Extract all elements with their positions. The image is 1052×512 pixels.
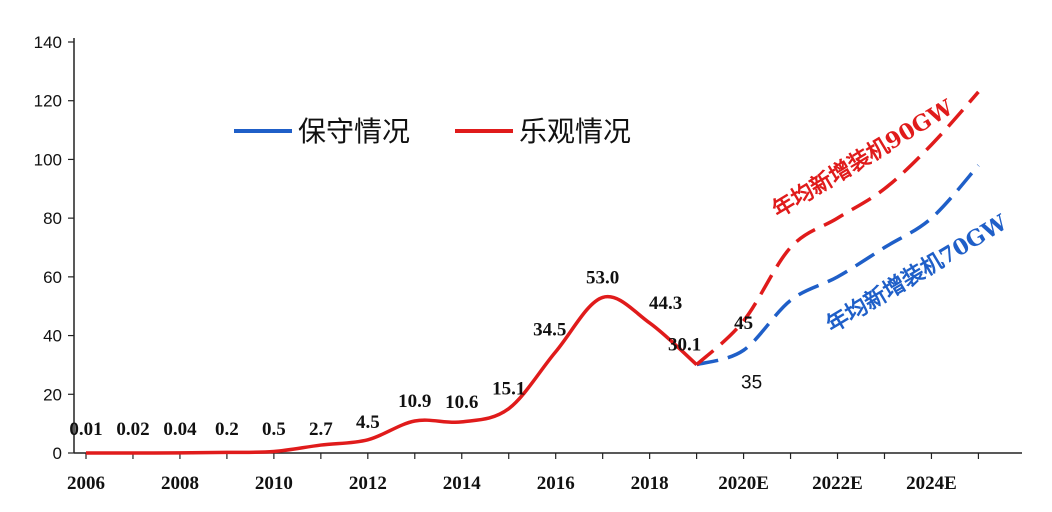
x-tick-label: 2016 bbox=[537, 473, 575, 494]
data-label: 53.0 bbox=[586, 267, 619, 288]
data-label: 0.04 bbox=[163, 419, 197, 440]
x-tick-label: 2010 bbox=[255, 473, 293, 494]
y-tick-label: 140 bbox=[34, 33, 62, 52]
data-label: 44.3 bbox=[649, 293, 682, 314]
data-label: 4.5 bbox=[356, 412, 380, 433]
data-label: 10.9 bbox=[398, 391, 431, 412]
x-tick-label: 2018 bbox=[631, 473, 669, 494]
y-tick-label: 60 bbox=[43, 268, 62, 287]
y-tick-label: 20 bbox=[43, 385, 62, 404]
y-tick-label: 100 bbox=[34, 150, 62, 169]
x-tick-label: 2020E bbox=[718, 473, 769, 494]
y-tick-label: 40 bbox=[43, 327, 62, 346]
x-tick-label: 2014 bbox=[443, 473, 482, 494]
data-label: 0.5 bbox=[262, 419, 286, 440]
legend-label-optimistic: 乐观情况 bbox=[519, 115, 631, 148]
x-tick-label: 2006 bbox=[67, 473, 105, 494]
x-tick-label: 2012 bbox=[349, 473, 387, 494]
data-label: 30.1 bbox=[668, 335, 701, 356]
series-point-label: 35 bbox=[741, 372, 762, 393]
x-tick-label: 2022E bbox=[812, 473, 863, 494]
data-label: 0.01 bbox=[69, 419, 102, 440]
legend-label-conservative: 保守情况 bbox=[298, 115, 410, 148]
series-point-label: 45 bbox=[734, 313, 753, 334]
data-label: 2.7 bbox=[309, 419, 333, 440]
data-label: 0.2 bbox=[215, 419, 239, 440]
legend: 保守情况 乐观情况 bbox=[234, 115, 631, 148]
data-label: 34.5 bbox=[533, 320, 566, 341]
y-tick-label: 120 bbox=[34, 92, 62, 111]
data-label: 10.6 bbox=[445, 392, 478, 413]
historical-line bbox=[85, 294, 698, 455]
y-tick-label: 0 bbox=[53, 444, 62, 463]
series-line-0 bbox=[696, 164, 980, 367]
data-label: 0.02 bbox=[116, 419, 149, 440]
data-label: 15.1 bbox=[492, 379, 525, 400]
x-tick-label: 2024E bbox=[906, 473, 957, 494]
x-tick-label: 2008 bbox=[161, 473, 199, 494]
series-line-1 bbox=[695, 90, 980, 366]
y-tick-label: 80 bbox=[43, 209, 62, 228]
